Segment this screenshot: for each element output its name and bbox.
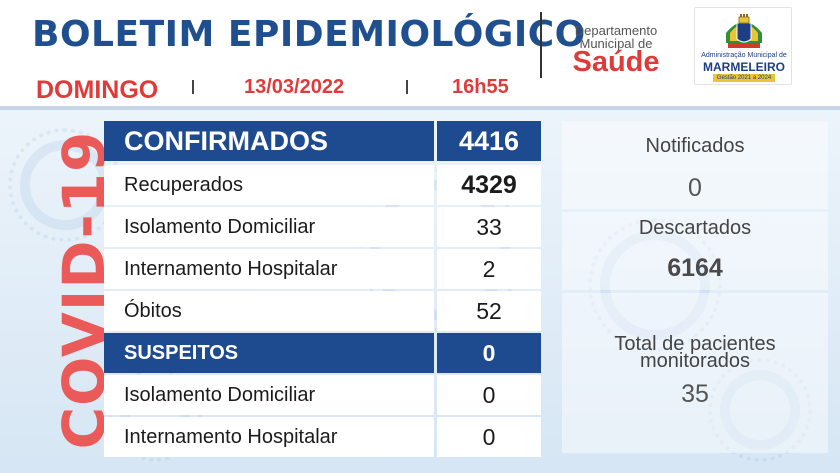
monitored-label-line-2: monitorados <box>639 350 751 372</box>
municipality-logo: Administração Municipal de MARMELEIRO Ge… <box>694 7 792 85</box>
table-row: Óbitos 52 <box>104 291 541 331</box>
table-row: Isolamento Domiciliar 0 <box>104 375 541 415</box>
day-of-week: DOMINGO <box>36 76 159 104</box>
monitored-value: 35 <box>681 380 709 408</box>
suspected-header-row: SUSPEITOS 0 <box>104 333 541 373</box>
separator <box>192 80 194 94</box>
logo-city-name: MARMELEIRO <box>703 60 785 74</box>
logo-caption: Administração Municipal de <box>701 52 787 59</box>
coat-of-arms-icon <box>726 14 762 48</box>
background-virus-icon <box>708 358 812 462</box>
report-date: 13/03/2022 <box>244 76 345 98</box>
monitored-label-line-1: Total de pacientes <box>614 333 776 355</box>
confirmed-label: CONFIRMADOS <box>104 121 434 161</box>
department-line-2: Municipal de <box>579 36 653 51</box>
report-time: 16h55 <box>452 76 509 98</box>
row-label: Internamento Hospitalar <box>104 417 434 457</box>
row-label: Recuperados <box>104 165 434 205</box>
table-row: Internamento Hospitalar 0 <box>104 417 541 457</box>
row-value: 0 <box>437 375 541 415</box>
discarded-label: Descartados <box>638 217 752 239</box>
header-rule <box>0 106 840 110</box>
table-row: Internamento Hospitalar 2 <box>104 249 541 289</box>
table-row: Recuperados 4329 <box>104 165 541 205</box>
department-name: Saúde <box>572 46 660 78</box>
suspected-value: 0 <box>437 333 541 373</box>
discarded-panel <box>562 212 828 290</box>
department-line-1: Departamento <box>574 23 658 38</box>
notified-panel <box>562 121 828 209</box>
row-label: Óbitos <box>104 291 434 331</box>
row-label: Isolamento Domiciliar <box>104 207 434 247</box>
notified-label: Notificados <box>645 135 745 157</box>
row-label: Internamento Hospitalar <box>104 249 434 289</box>
header: BOLETIM EPIDEMIOLÓGICO DOMINGO 13/03/202… <box>0 0 840 108</box>
row-value: 4329 <box>437 165 541 205</box>
page-title: BOLETIM EPIDEMIOLÓGICO <box>32 14 586 55</box>
discarded-value: 6164 <box>667 254 723 282</box>
notified-value: 0 <box>688 174 702 202</box>
row-value: 33 <box>437 207 541 247</box>
background-virus-icon <box>588 218 722 352</box>
logo-term: Gestão 2021 a 2024 <box>713 74 775 82</box>
monitored-panel <box>562 293 828 453</box>
row-value: 0 <box>437 417 541 457</box>
separator <box>406 80 408 94</box>
row-label: Isolamento Domiciliar <box>104 375 434 415</box>
row-value: 52 <box>437 291 541 331</box>
table-row: Isolamento Domiciliar 33 <box>104 207 541 247</box>
confirmed-header-row: CONFIRMADOS 4416 <box>104 121 541 161</box>
suspected-label: SUSPEITOS <box>104 333 434 373</box>
row-value: 2 <box>437 249 541 289</box>
confirmed-value: 4416 <box>437 121 541 161</box>
header-divider <box>540 12 542 78</box>
